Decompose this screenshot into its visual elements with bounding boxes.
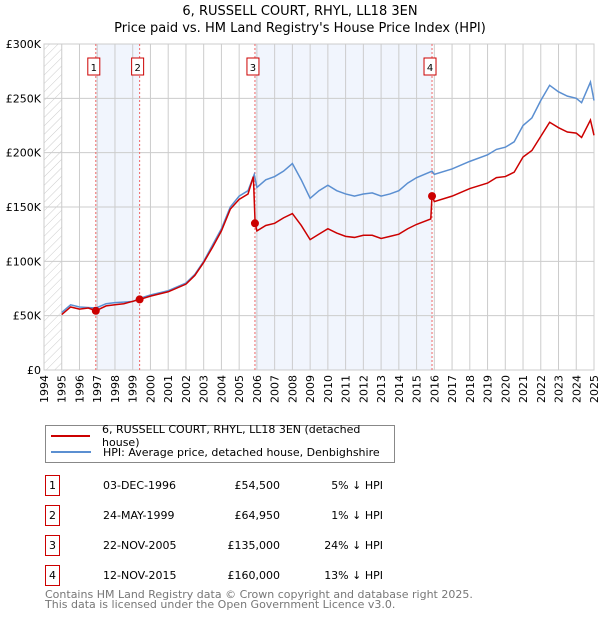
legend-swatch (51, 435, 91, 437)
y-tick-label: £0 (27, 364, 41, 377)
sale-point (428, 192, 437, 201)
sale-date: 03-DEC-1996 (103, 479, 177, 492)
sale-row: 2 24-MAY-1999 £64,950 1% ↓ HPI (45, 505, 445, 527)
sale-price: £54,500 (234, 479, 281, 492)
x-tick-label: 2022 (535, 375, 548, 403)
sale-row: 3 22-NOV-2005 £135,000 24% ↓ HPI (45, 535, 445, 557)
x-tick-label: 2010 (322, 375, 335, 403)
x-tick-label: 2004 (215, 375, 228, 403)
y-tick-label: £50K (13, 310, 42, 323)
x-tick-label: 1996 (73, 375, 86, 403)
sale-price: £64,950 (234, 509, 281, 522)
x-tick-label: 1997 (91, 375, 104, 403)
sale-label: 1 (91, 63, 97, 74)
sale-label-box (246, 57, 260, 76)
x-tick-label: 2018 (464, 375, 477, 403)
y-tick-label: £200K (6, 147, 42, 160)
footer-copyright: Contains HM Land Registry data © Crown c… (45, 588, 473, 601)
chart-title: 6, RUSSELL COURT, RHYL, LL18 3EN (182, 4, 418, 19)
x-tick-label: 2011 (340, 375, 353, 403)
x-tick-label: 2002 (180, 375, 193, 403)
sale-number: 2 (45, 505, 60, 526)
x-tick-label: 2015 (411, 375, 424, 403)
sale-row: 1 03-DEC-1996 £54,500 5% ↓ HPI (45, 475, 445, 497)
sale-number: 3 (45, 535, 60, 556)
x-tick-label: 2003 (198, 375, 211, 403)
sale-label-box (131, 57, 145, 76)
y-tick-label: £150K (6, 201, 42, 214)
x-tick-label: 2017 (446, 375, 459, 403)
x-tick-label: 2020 (499, 375, 512, 403)
x-tick-label: 2008 (286, 375, 299, 403)
x-tick-label: 1999 (127, 375, 140, 403)
x-tick-label: 2024 (570, 375, 583, 403)
sale-price: £135,000 (227, 539, 281, 552)
sale-hpi-diff: 5% ↓ HPI (331, 479, 383, 492)
x-tick-label: 2021 (517, 375, 530, 403)
y-tick-label: £250K (6, 92, 42, 105)
x-tick-label: 1998 (109, 375, 122, 403)
x-tick-label: 1994 (38, 375, 51, 403)
hpi-line (61, 79, 595, 313)
x-tick-label: 2006 (251, 375, 264, 403)
y-tick-label: £100K (6, 255, 42, 268)
x-tick-label: 2023 (553, 375, 566, 403)
x-tick-label: 2001 (162, 375, 175, 403)
sale-hpi-diff: 1% ↓ HPI (331, 509, 383, 522)
sale-label: 3 (250, 63, 256, 74)
legend-label: 6, RUSSELL COURT, RHYL, LL18 3EN (detach… (102, 423, 361, 449)
x-tick-label: 1995 (56, 375, 69, 403)
x-tick-label: 2016 (428, 375, 441, 403)
sale-row: 4 12-NOV-2015 £160,000 13% ↓ HPI (45, 565, 445, 587)
x-tick-label: 2025 (588, 375, 600, 403)
sale-date: 22-NOV-2005 (103, 539, 177, 552)
x-tick-label: 2019 (482, 375, 495, 403)
x-tick-label: 2007 (269, 375, 282, 403)
property-price-line (61, 117, 595, 316)
legend-item-property: 6, RUSSELL COURT, RHYL, LL18 3EN (detach… (46, 423, 394, 449)
legend: 6, RUSSELL COURT, RHYL, LL18 3EN (detach… (45, 423, 395, 463)
x-tick-label: 2009 (304, 375, 317, 403)
y-tick-label: £300K (6, 38, 42, 51)
x-tick-label: 2012 (357, 375, 370, 403)
sale-label-box (423, 57, 437, 76)
legend-item-hpi: HPI: Average price, detached house, Denb… (46, 444, 380, 460)
sale-label: 4 (427, 63, 433, 74)
chart-subtitle: Price paid vs. HM Land Registry's House … (114, 21, 486, 36)
sale-label: 2 (134, 63, 140, 74)
sale-point (250, 219, 259, 228)
footer-licence: This data is licensed under the Open Gov… (45, 598, 396, 611)
sale-number: 1 (45, 475, 60, 496)
legend-swatch (51, 451, 91, 453)
x-tick-label: 2005 (233, 375, 246, 403)
x-tick-label: 2013 (375, 375, 388, 403)
sale-number: 4 (45, 565, 60, 586)
chart-plot: 1994 1995 1996 1997 1998 1999 2000 2001 2002 2003… (6, 38, 600, 403)
x-tick-label: 2000 (144, 375, 157, 403)
legend-label: HPI: Average price, detached house, Denb… (103, 445, 380, 459)
sale-label-box (87, 57, 101, 76)
sale-price: £160,000 (227, 569, 281, 582)
sale-date: 24-MAY-1999 (103, 509, 175, 522)
sale-hpi-diff: 13% ↓ HPI (324, 569, 383, 582)
sale-point (135, 295, 144, 304)
sale-point (91, 306, 100, 315)
sale-date: 12-NOV-2015 (103, 569, 177, 582)
sale-hpi-diff: 24% ↓ HPI (324, 539, 383, 552)
x-tick-label: 2014 (393, 375, 406, 403)
